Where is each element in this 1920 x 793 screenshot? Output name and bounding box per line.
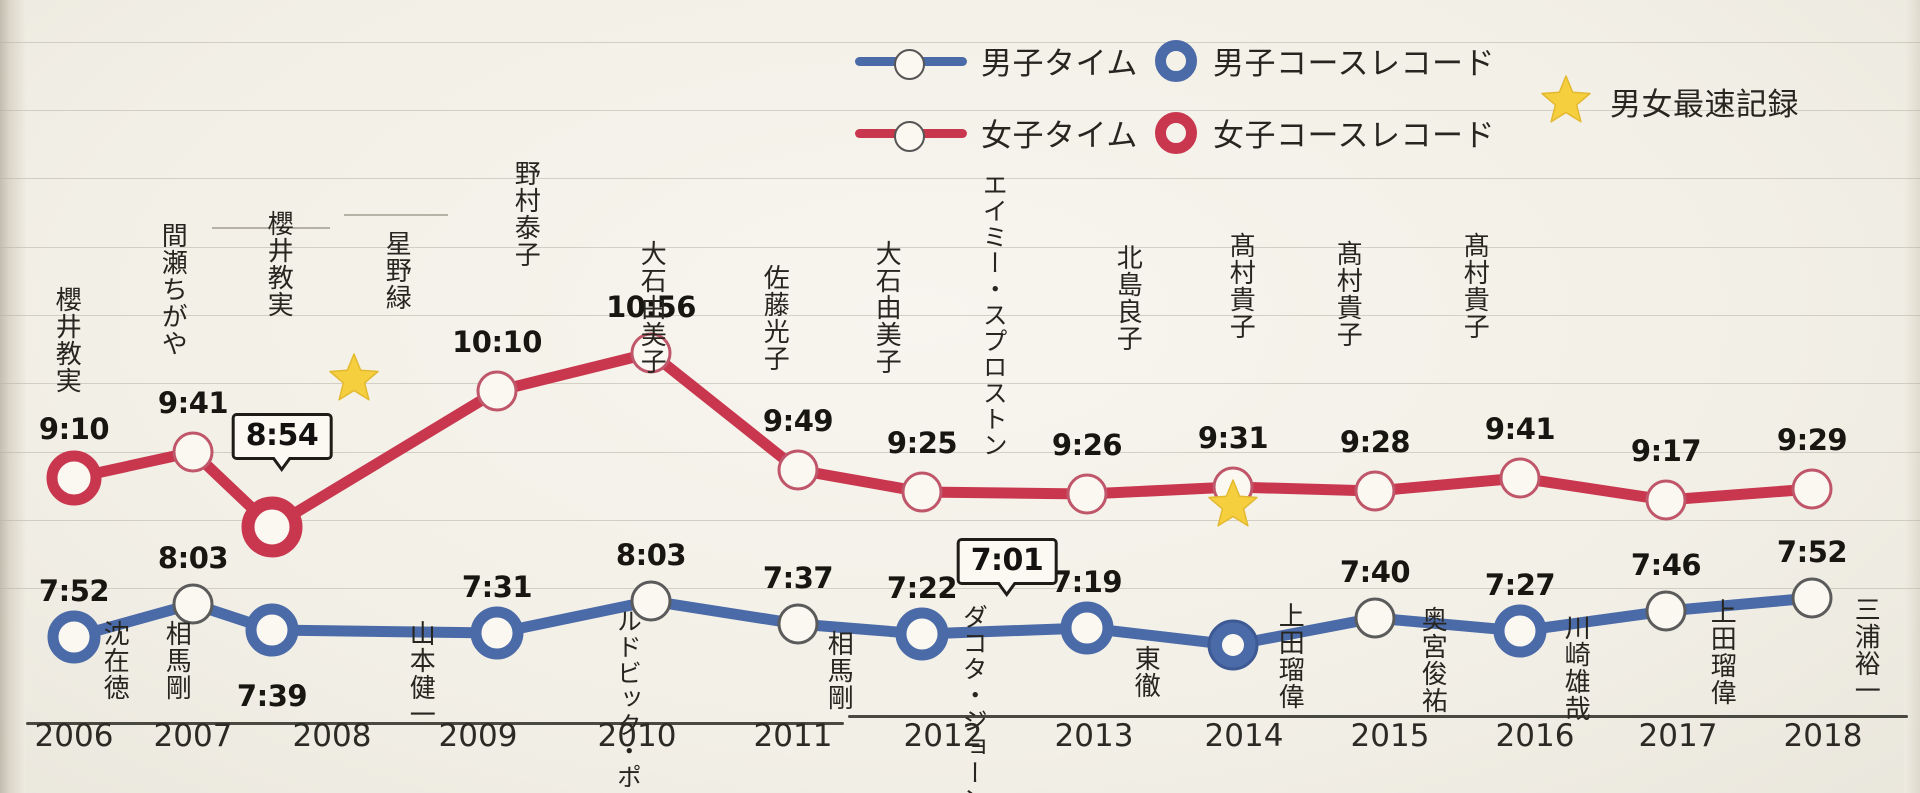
women-runner-2013: 大石由美子	[871, 240, 902, 375]
men-value-2007: 8:03	[157, 541, 229, 575]
legend-label-women-time: 女子タイム	[981, 118, 1138, 154]
women-value-2006: 9:10	[38, 412, 110, 446]
men-runner-2007: 相馬剛	[161, 620, 192, 701]
women-runner-2018: 髙村貴子	[1459, 232, 1490, 340]
men-runner-2008: 山本健一	[405, 620, 436, 728]
callout-women-2008: 8:54	[231, 413, 333, 472]
women-value-2014: 9:31	[1197, 421, 1269, 455]
women-runner-2017: 髙村貴子	[1332, 240, 1363, 348]
women-runner-2007: 間瀬ちがや	[157, 222, 188, 357]
legend-label-men-time: 男子タイム	[981, 46, 1138, 82]
legend-label-women-record: 女子コースレコード	[1213, 118, 1495, 154]
men-data-points	[172, 577, 1833, 645]
women-value-2011: 9:49	[762, 404, 834, 438]
women-runner-2010: 野村泰子	[510, 160, 541, 268]
x-tick-2008: 2008	[292, 718, 372, 754]
women-value-2012: 9:25	[886, 426, 958, 460]
legend-item-women-time: 女子タイム	[855, 110, 1138, 155]
men-runner-2017: 上田瑠偉	[1706, 598, 1737, 706]
men-record-points	[47, 601, 1547, 671]
women-value-2017: 9:17	[1630, 434, 1702, 468]
men-runner-2015: 奥宮俊祐	[1417, 606, 1448, 714]
men-value-2012: 7:22	[886, 571, 958, 605]
women-runner-2006: 櫻井教実	[51, 286, 82, 394]
x-tick-2012: 2012	[903, 718, 983, 754]
x-tick-2009: 2009	[438, 718, 518, 754]
women-value-2007: 9:41	[157, 386, 229, 420]
men-value-2015: 7:40	[1339, 555, 1411, 589]
legend: 男子タイム 男子コースレコード 女子タイム 女子コースレコード 男女最速記録	[855, 38, 1855, 158]
legend-label-men-record: 男子コースレコード	[1213, 46, 1495, 82]
x-tick-2006: 2006	[34, 718, 114, 754]
women-value-2015: 9:28	[1339, 425, 1411, 459]
women-value-2013: 9:26	[1051, 428, 1123, 462]
women-runner-2008: 櫻井教実	[263, 210, 294, 318]
men-runner-2012: ダコタ・ジョーンズ	[959, 604, 989, 793]
x-axis-year-labels: 2006 2007 2008 2009 2010 2011 2012 2013 …	[0, 718, 1920, 768]
women-line-swatch	[855, 120, 967, 152]
x-tick-2018: 2018	[1783, 718, 1863, 754]
men-runner-2011: 相馬剛	[823, 630, 854, 711]
men-line-swatch	[855, 48, 967, 80]
men-value-2016: 7:27	[1484, 568, 1556, 602]
women-runner-2011: 大石由美子	[636, 240, 667, 375]
callout-men-2014: 7:01	[956, 538, 1058, 597]
x-tick-2011: 2011	[753, 718, 833, 754]
women-value-2009: 10:10	[452, 325, 542, 359]
women-runner-2009: 星野緑	[381, 230, 412, 311]
men-value-2010: 8:03	[615, 538, 687, 572]
fastest-star-men-2014	[1207, 478, 1259, 533]
men-value-2013: 7:19	[1051, 565, 1123, 599]
men-runner-2013: 東徹	[1130, 645, 1161, 699]
x-tick-2013: 2013	[1054, 718, 1134, 754]
women-value-2016: 9:41	[1484, 412, 1556, 446]
men-runner-2006: 沈在徳	[99, 620, 130, 701]
women-runner-2015: 北島良子	[1112, 244, 1143, 352]
x-tick-2015: 2015	[1350, 718, 1430, 754]
legend-item-men-time: 男子タイム	[855, 38, 1138, 83]
women-runner-2016: 髙村貴子	[1225, 232, 1256, 340]
men-value-2006: 7:52	[38, 574, 110, 608]
women-runner-2012: 佐藤光子	[759, 264, 790, 372]
men-record-ring-icon	[1155, 39, 1197, 82]
star-icon	[1540, 74, 1592, 129]
men-runner-2014: 上田瑠偉	[1274, 602, 1305, 710]
women-value-2010: 10:56	[606, 290, 696, 324]
x-tick-2007: 2007	[153, 718, 233, 754]
x-tick-2016: 2016	[1495, 718, 1575, 754]
women-record-points	[46, 450, 303, 558]
women-runner-2014: エイミー・スプロストン	[979, 172, 1009, 458]
men-runner-2018: 三浦裕一	[1850, 596, 1881, 704]
x-tick-2017: 2017	[1638, 718, 1718, 754]
men-value-2018: 7:52	[1776, 535, 1848, 569]
men-value-2008: 7:39	[236, 679, 308, 713]
legend-item-fastest: 男女最速記録	[1540, 74, 1799, 129]
axis-rule-right	[848, 715, 1908, 718]
women-value-2018: 9:29	[1776, 423, 1848, 457]
men-runner-2010: ルドビック・ポムレット	[613, 608, 643, 793]
legend-item-men-record: 男子コースレコード	[1155, 38, 1495, 83]
legend-label-fastest: 男女最速記録	[1610, 87, 1799, 123]
legend-item-women-record: 女子コースレコード	[1155, 110, 1495, 155]
men-runner-2016: 川崎雄哉	[1560, 614, 1591, 722]
page-edge-shadow	[1904, 0, 1920, 793]
x-tick-2014: 2014	[1204, 718, 1284, 754]
women-record-ring-icon	[1155, 111, 1197, 154]
page-gutter-shadow	[0, 0, 26, 793]
men-value-2017: 7:46	[1630, 548, 1702, 582]
fastest-star-women-2008	[328, 352, 380, 407]
men-value-2009: 7:31	[461, 570, 533, 604]
axis-rule-left	[26, 722, 844, 725]
leader-lines	[212, 214, 448, 229]
men-value-2011: 7:37	[762, 561, 834, 595]
x-tick-2010: 2010	[597, 718, 677, 754]
